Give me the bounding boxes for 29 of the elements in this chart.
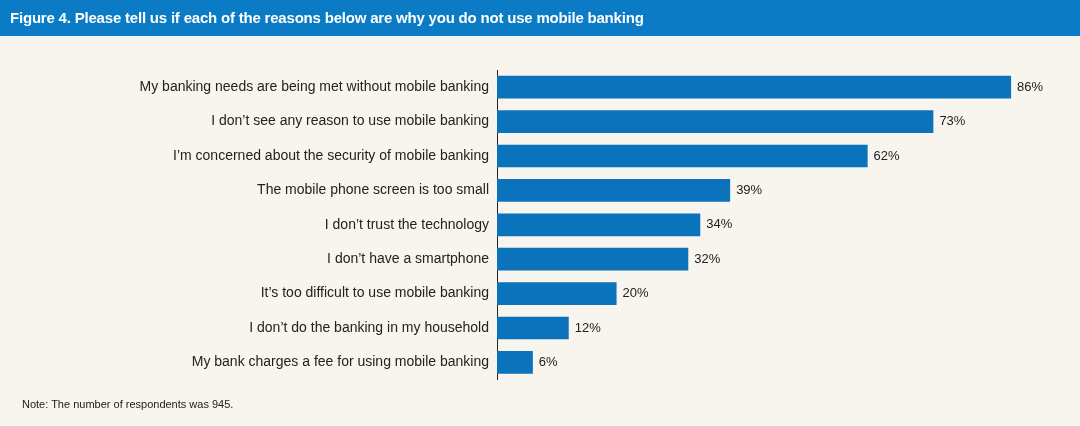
y-tick-label: I’m concerned about the security of mobile banking <box>173 146 489 163</box>
data-label: 39% <box>736 181 763 197</box>
bar <box>497 110 934 133</box>
y-tick-label: I don’t do the banking in my household <box>249 318 489 335</box>
text: Figure 4. Please tell us if each of the reasons below are why you do not use mobile banking <box>0 0 1080 36</box>
data-label: 6% <box>538 353 559 369</box>
data-label: 32% <box>694 250 721 266</box>
bar <box>497 247 689 271</box>
y-tick-label: My bank charges a fee for using mobile banking <box>191 353 489 370</box>
y-tick-label: The mobile phone screen is too small <box>257 181 489 198</box>
bar <box>497 144 868 168</box>
bar <box>497 351 533 374</box>
bar <box>497 316 569 340</box>
bar <box>497 75 1012 99</box>
data-label: 20% <box>622 285 650 301</box>
text: Note: The number of respondents was 945. <box>21 398 235 410</box>
data-label: 34% <box>706 216 733 232</box>
bar <box>497 179 731 202</box>
y-tick-label: It’s too difficult to use mobile banking <box>260 284 489 301</box>
y-tick-label: I don’t see any reason to use mobile banking <box>211 112 489 129</box>
y-tick-label: My banking needs are being met without mobile banking <box>139 78 489 95</box>
bar <box>497 213 701 237</box>
y-tick-label: I don’t have a smartphone <box>327 250 490 267</box>
data-label: 62% <box>873 147 901 163</box>
data-label: 12% <box>574 319 602 335</box>
y-tick-label: I don’t trust the technology <box>324 215 489 232</box>
data-label: 73% <box>939 113 966 129</box>
data-label: 86% <box>1017 78 1044 94</box>
bar <box>497 282 617 305</box>
